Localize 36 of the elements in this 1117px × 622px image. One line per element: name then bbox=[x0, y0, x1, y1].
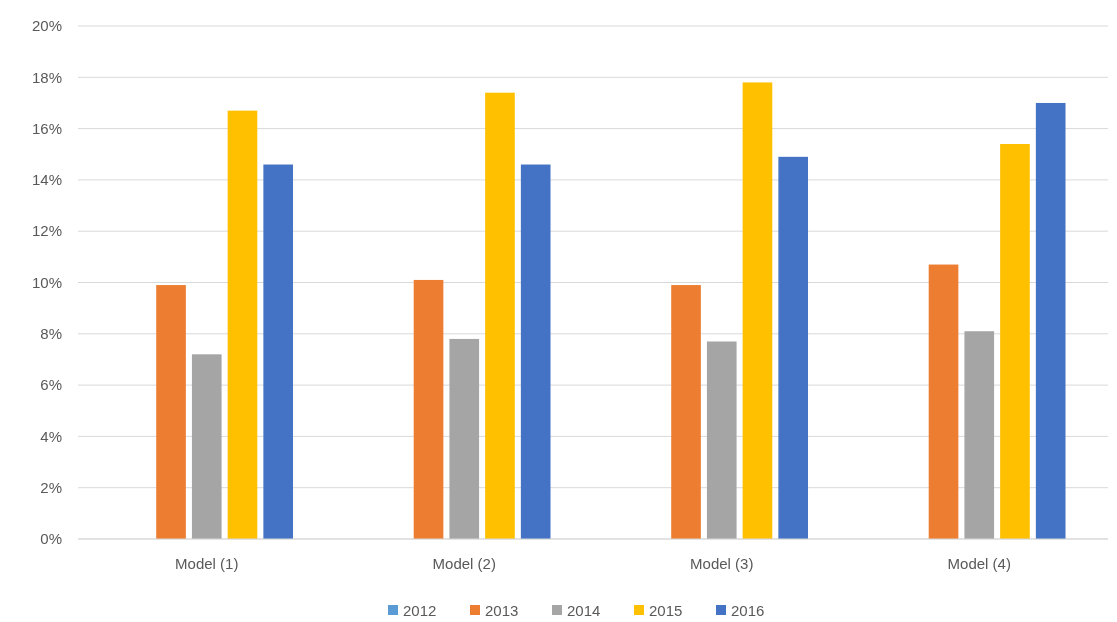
y-tick-label: 6% bbox=[40, 376, 62, 394]
bar bbox=[156, 285, 186, 539]
bar bbox=[191, 354, 222, 539]
bar bbox=[706, 341, 737, 539]
bar bbox=[520, 164, 551, 539]
legend-label: 2015 bbox=[649, 602, 683, 619]
y-tick-label: 16% bbox=[31, 119, 62, 137]
x-tick-label: Model (3) bbox=[690, 555, 754, 572]
legend-label: 2012 bbox=[403, 602, 437, 619]
legend-label: 2016 bbox=[731, 602, 765, 619]
bar bbox=[227, 110, 258, 539]
bar bbox=[263, 164, 294, 539]
y-tick-label: 2% bbox=[40, 478, 62, 496]
y-tick-label: 20% bbox=[31, 17, 62, 35]
legend-label: 2014 bbox=[567, 602, 601, 619]
bar bbox=[928, 264, 959, 539]
bar bbox=[485, 92, 515, 539]
y-tick-label: 18% bbox=[31, 68, 62, 86]
bar bbox=[964, 331, 995, 539]
y-tick-label: 12% bbox=[31, 222, 62, 240]
y-tick-label: 0% bbox=[40, 530, 62, 548]
bar bbox=[1000, 143, 1030, 539]
x-tick-label: Model (4) bbox=[947, 555, 1011, 572]
y-tick-label: 10% bbox=[31, 273, 62, 291]
bar bbox=[742, 82, 773, 539]
y-tick-label: 14% bbox=[31, 171, 62, 189]
y-tick-label: 8% bbox=[40, 325, 62, 343]
x-tick-label: Model (1) bbox=[175, 555, 239, 572]
bar bbox=[413, 279, 444, 539]
bar bbox=[778, 156, 809, 539]
bar bbox=[449, 338, 480, 539]
bar bbox=[1035, 102, 1066, 539]
y-tick-label: 4% bbox=[40, 427, 62, 445]
x-tick-label: Model (2) bbox=[432, 555, 496, 572]
legend-label: 2013 bbox=[485, 602, 519, 619]
bar bbox=[671, 285, 701, 539]
